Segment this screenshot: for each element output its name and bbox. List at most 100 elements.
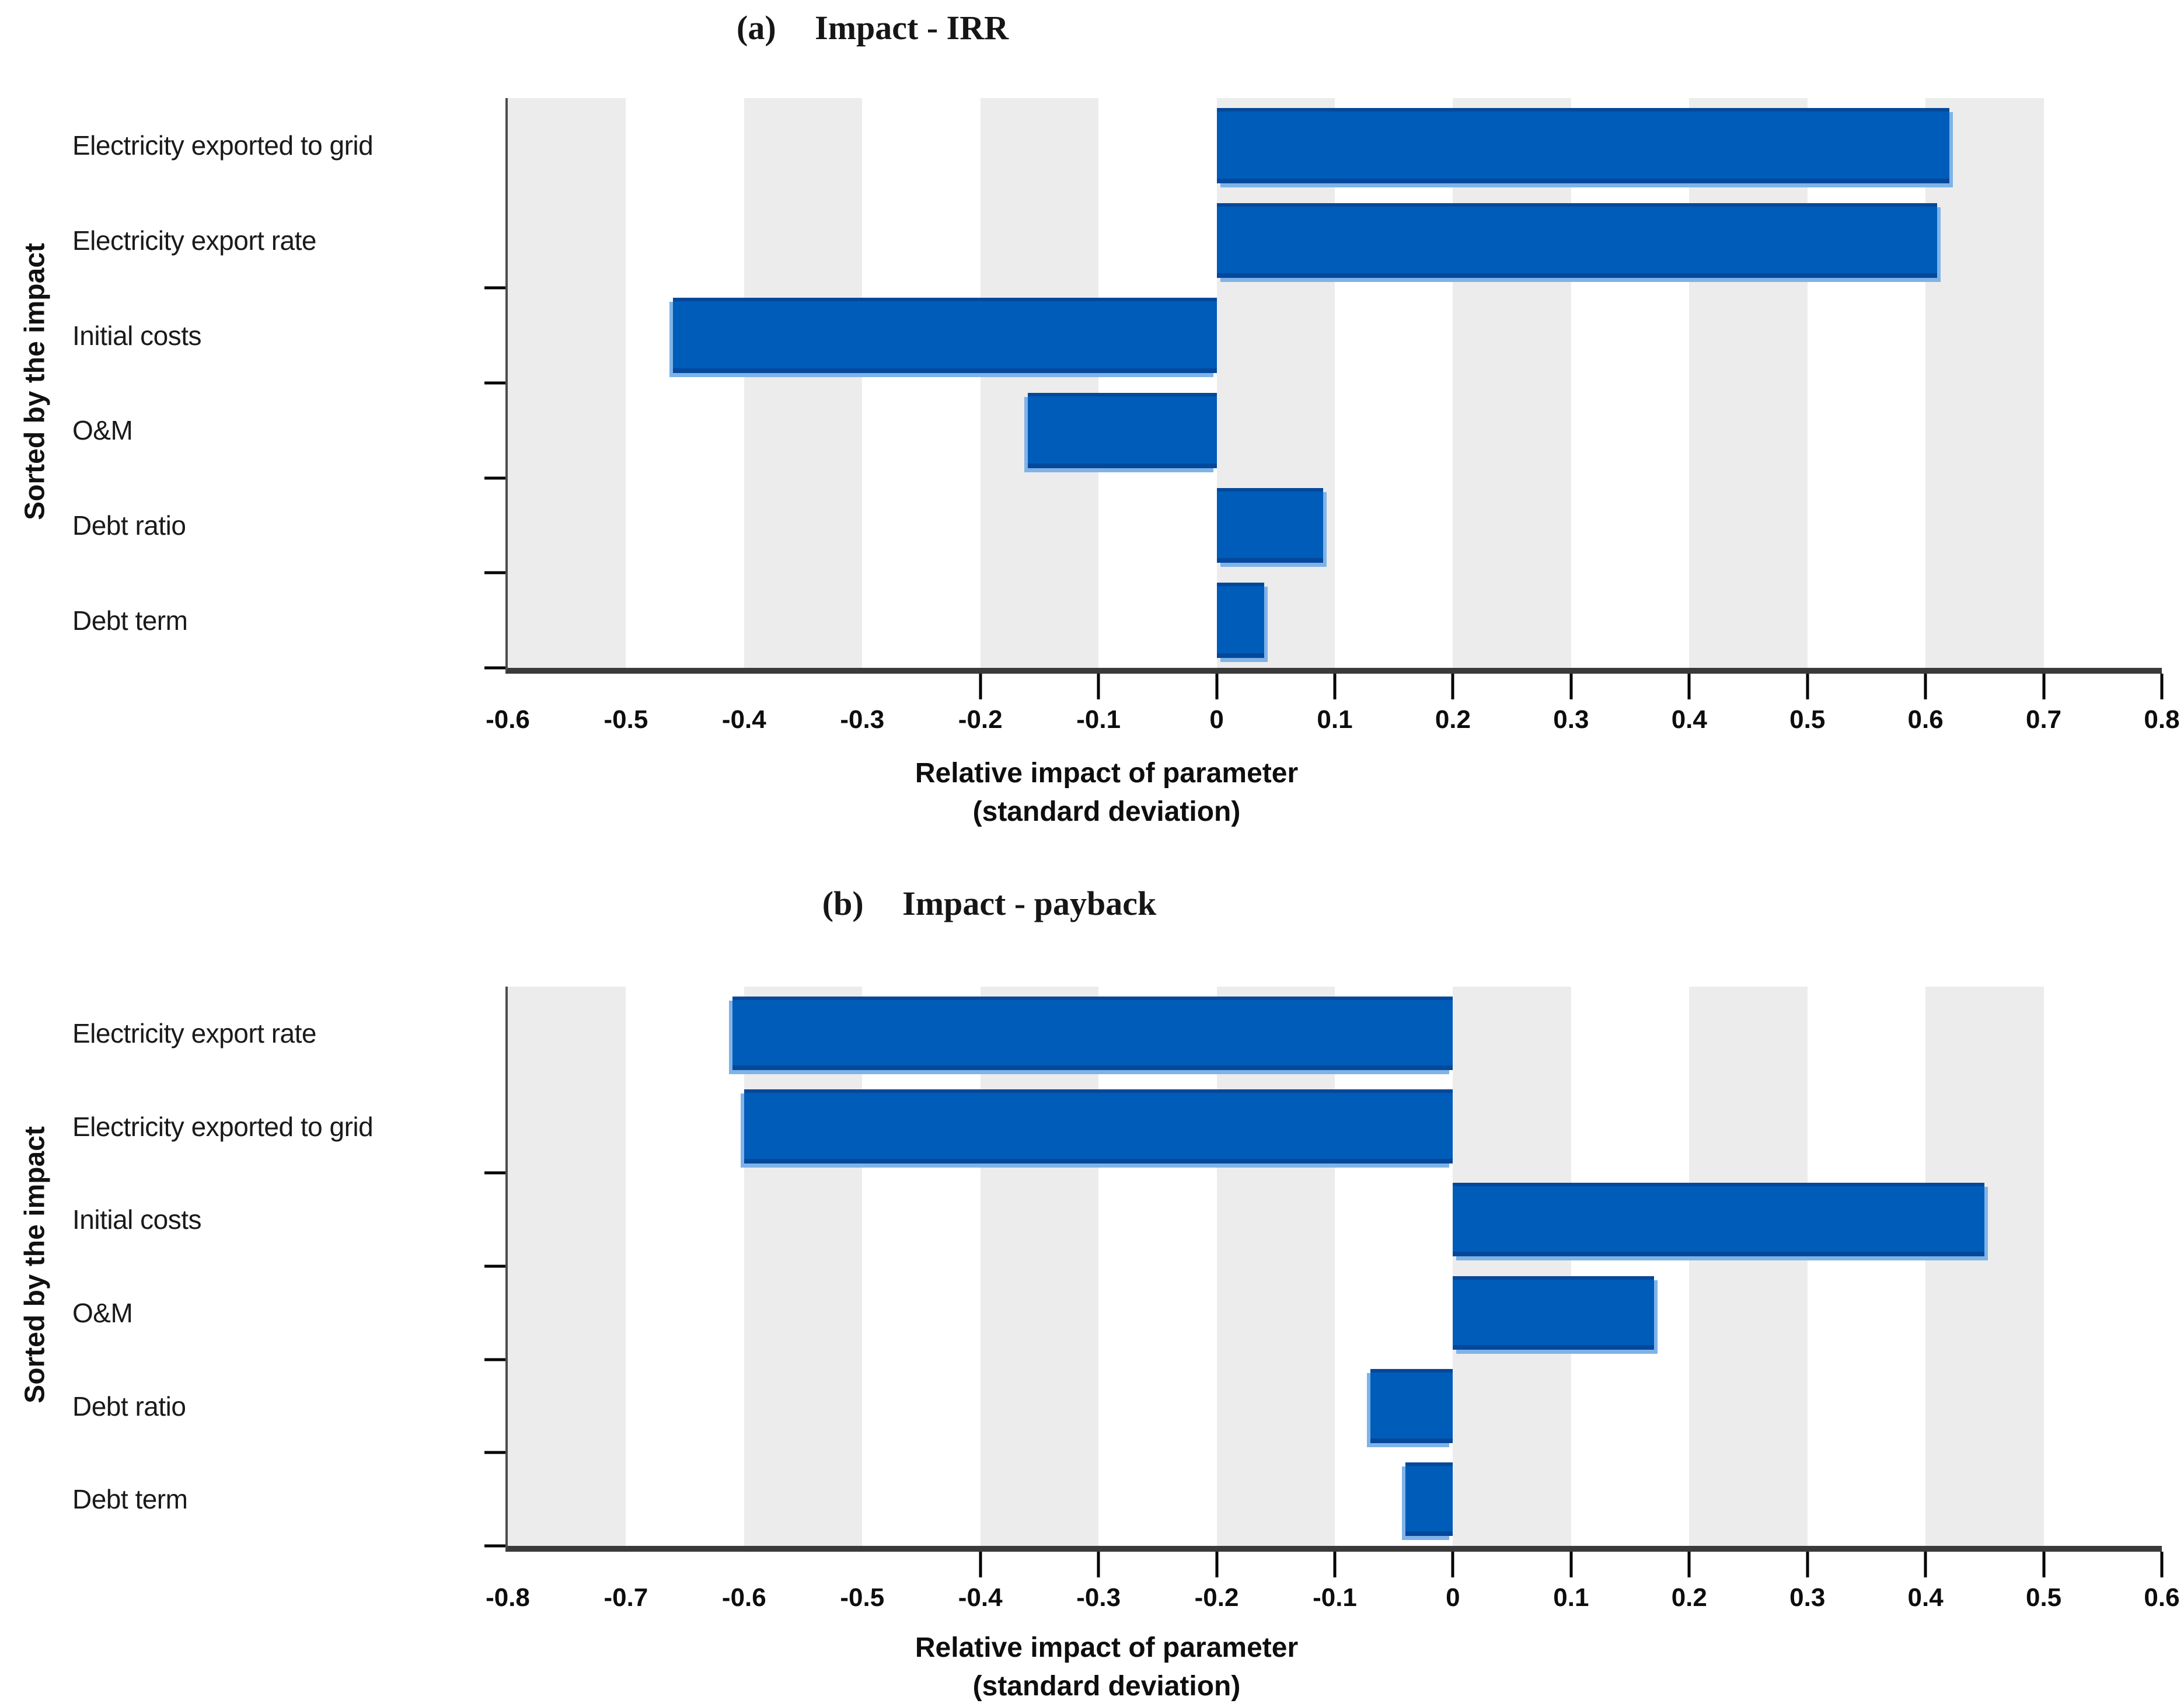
grid-band (1925, 98, 2044, 668)
plot-area-a (484, 98, 2162, 674)
x-axis-title-line1-b: Relative impact of parameter (915, 1632, 1299, 1663)
panel-label-a: (a) (737, 9, 776, 47)
grid-band (508, 98, 626, 668)
grid-band (1216, 98, 1335, 668)
x-tick-label: -0.5 (840, 1583, 885, 1612)
y-axis-tick (484, 1264, 505, 1268)
grid-band (744, 987, 863, 1546)
x-axis-title-line2-b: (standard deviation) (972, 1671, 1241, 1702)
x-axis-tick (1215, 674, 1219, 699)
grid-band (1216, 987, 1335, 1546)
x-axis-ticks-b (508, 1552, 2164, 1577)
bar-debt-ratio (1370, 1369, 1453, 1443)
x-tick-label: -0.1 (1313, 1583, 1357, 1612)
y-axis-tick (484, 571, 505, 574)
category-label-debt-term: Debt term (72, 1484, 188, 1515)
x-tick-label: -0.6 (486, 705, 530, 734)
x-axis-tick (1451, 674, 1454, 699)
bar-initial-costs (673, 298, 1217, 373)
bar-electricity-exported-to-grid (1216, 108, 1949, 183)
y-axis-tick (484, 1171, 505, 1175)
category-label-initial-costs: Initial costs (72, 320, 202, 351)
grid-band (1335, 98, 1453, 668)
grid-band (744, 98, 863, 668)
grid-band (862, 98, 981, 668)
grid-band (508, 987, 626, 1546)
grid-band (1571, 987, 1690, 1546)
x-axis-tick (1333, 1552, 1337, 1577)
x-axis-tick (979, 1552, 982, 1577)
x-axis-ticks-a (508, 674, 2164, 699)
y-axis-tick (484, 1544, 505, 1548)
grid-band (1098, 98, 1217, 668)
x-axis-tick (1451, 1552, 1454, 1577)
plot-area-b (484, 987, 2162, 1552)
category-label-debt-ratio: Debt ratio (72, 510, 186, 541)
x-tick-label: 0.2 (1435, 705, 1471, 734)
grid-band (2043, 98, 2162, 668)
category-label-electricity-export-rate: Electricity export rate (72, 225, 316, 256)
x-tick-label: 0.3 (1553, 705, 1589, 734)
y-axis-ticks-a (484, 98, 2162, 670)
x-tick-label: -0.4 (721, 705, 766, 734)
grid-band (1925, 987, 2044, 1546)
y-axis-tick (484, 1358, 505, 1361)
category-label-electricity-export-rate: Electricity export rate (72, 1018, 316, 1048)
x-axis-tick (1806, 1552, 1809, 1577)
x-tick-label: 0 (1209, 705, 1224, 734)
grid-band (1453, 98, 1571, 668)
x-tick-label: 0.1 (1553, 1583, 1589, 1612)
grid-band (1689, 98, 1808, 668)
x-tick-label: 0.4 (1671, 705, 1707, 734)
x-axis-tick (979, 674, 982, 699)
x-tick-label: 0.5 (2025, 1583, 2062, 1612)
x-axis-tick (1097, 674, 1100, 699)
grid-band (1689, 987, 1808, 1546)
x-tick-label: 0.6 (2144, 1583, 2180, 1612)
x-tick-label: 0.6 (1907, 705, 1944, 734)
category-label-debt-term: Debt term (72, 605, 188, 636)
chart-title-text-a: Impact - IRR (815, 9, 1009, 47)
grid-band (626, 987, 744, 1546)
bar-electricity-export-rate (1216, 203, 1938, 278)
category-labels-a: Electricity exported to grid Electricity … (72, 98, 498, 668)
x-tick-label: 0.4 (1907, 1583, 1944, 1612)
x-axis-tick (1569, 1552, 1573, 1577)
y-axis-ticks-b (484, 987, 2162, 1548)
grid-bands-layer-b (508, 987, 2162, 1546)
x-tick-label: -0.8 (486, 1583, 530, 1612)
y-axis-tick (484, 1451, 505, 1454)
x-axis-tick (1687, 674, 1691, 699)
x-tick-label: -0.2 (958, 705, 1003, 734)
x-axis-tick (2160, 1552, 2164, 1577)
category-label-o-m: O&M (72, 1297, 133, 1328)
x-axis-title-line1-a: Relative impact of parameter (915, 758, 1299, 789)
x-tick-labels-b: -0.8 -0.7 -0.6 -0.5 -0.4 -0.3 -0.2 -0.1 0 0.1 0.2 0… (486, 1583, 2180, 1616)
x-tick-label: -0.3 (840, 705, 885, 734)
category-label-o-m: O&M (72, 415, 133, 446)
x-axis-title-a: Relative impact of parameter (standard d… (15, 754, 2184, 831)
x-tick-label: 0.2 (1671, 1583, 1707, 1612)
chart-panel-a: (a) Impact - IRR Sorted by the impact El… (15, 9, 2184, 831)
bar-electricity-exported-to-grid (744, 1089, 1453, 1163)
x-axis-tick (1097, 1552, 1100, 1577)
x-tick-label: -0.1 (1076, 705, 1121, 734)
x-axis-tick (1687, 1552, 1691, 1577)
x-axis-tick (2042, 674, 2046, 699)
x-tick-label: 0.3 (1789, 1583, 1826, 1612)
grid-band (980, 98, 1099, 668)
x-axis-tick (2160, 674, 2164, 699)
chart-title-text-b: Impact - payback (902, 884, 1157, 922)
x-tick-label: 0.5 (1789, 705, 1826, 734)
y-axis-title-b: Sorted by the impact (19, 1126, 51, 1403)
x-tick-label: 0.7 (2025, 705, 2062, 734)
category-labels-b: Electricity export rate Electricity expor… (72, 987, 498, 1546)
grid-band (1807, 987, 1926, 1546)
y-axis-tick (484, 476, 505, 480)
y-axis-tick (484, 381, 505, 385)
grid-band (2043, 987, 2162, 1546)
grid-band (1335, 987, 1453, 1546)
category-label-electricity-exported-to-grid: Electricity exported to grid (72, 130, 374, 161)
x-tick-label: -0.5 (603, 705, 648, 734)
grid-band (980, 987, 1099, 1546)
